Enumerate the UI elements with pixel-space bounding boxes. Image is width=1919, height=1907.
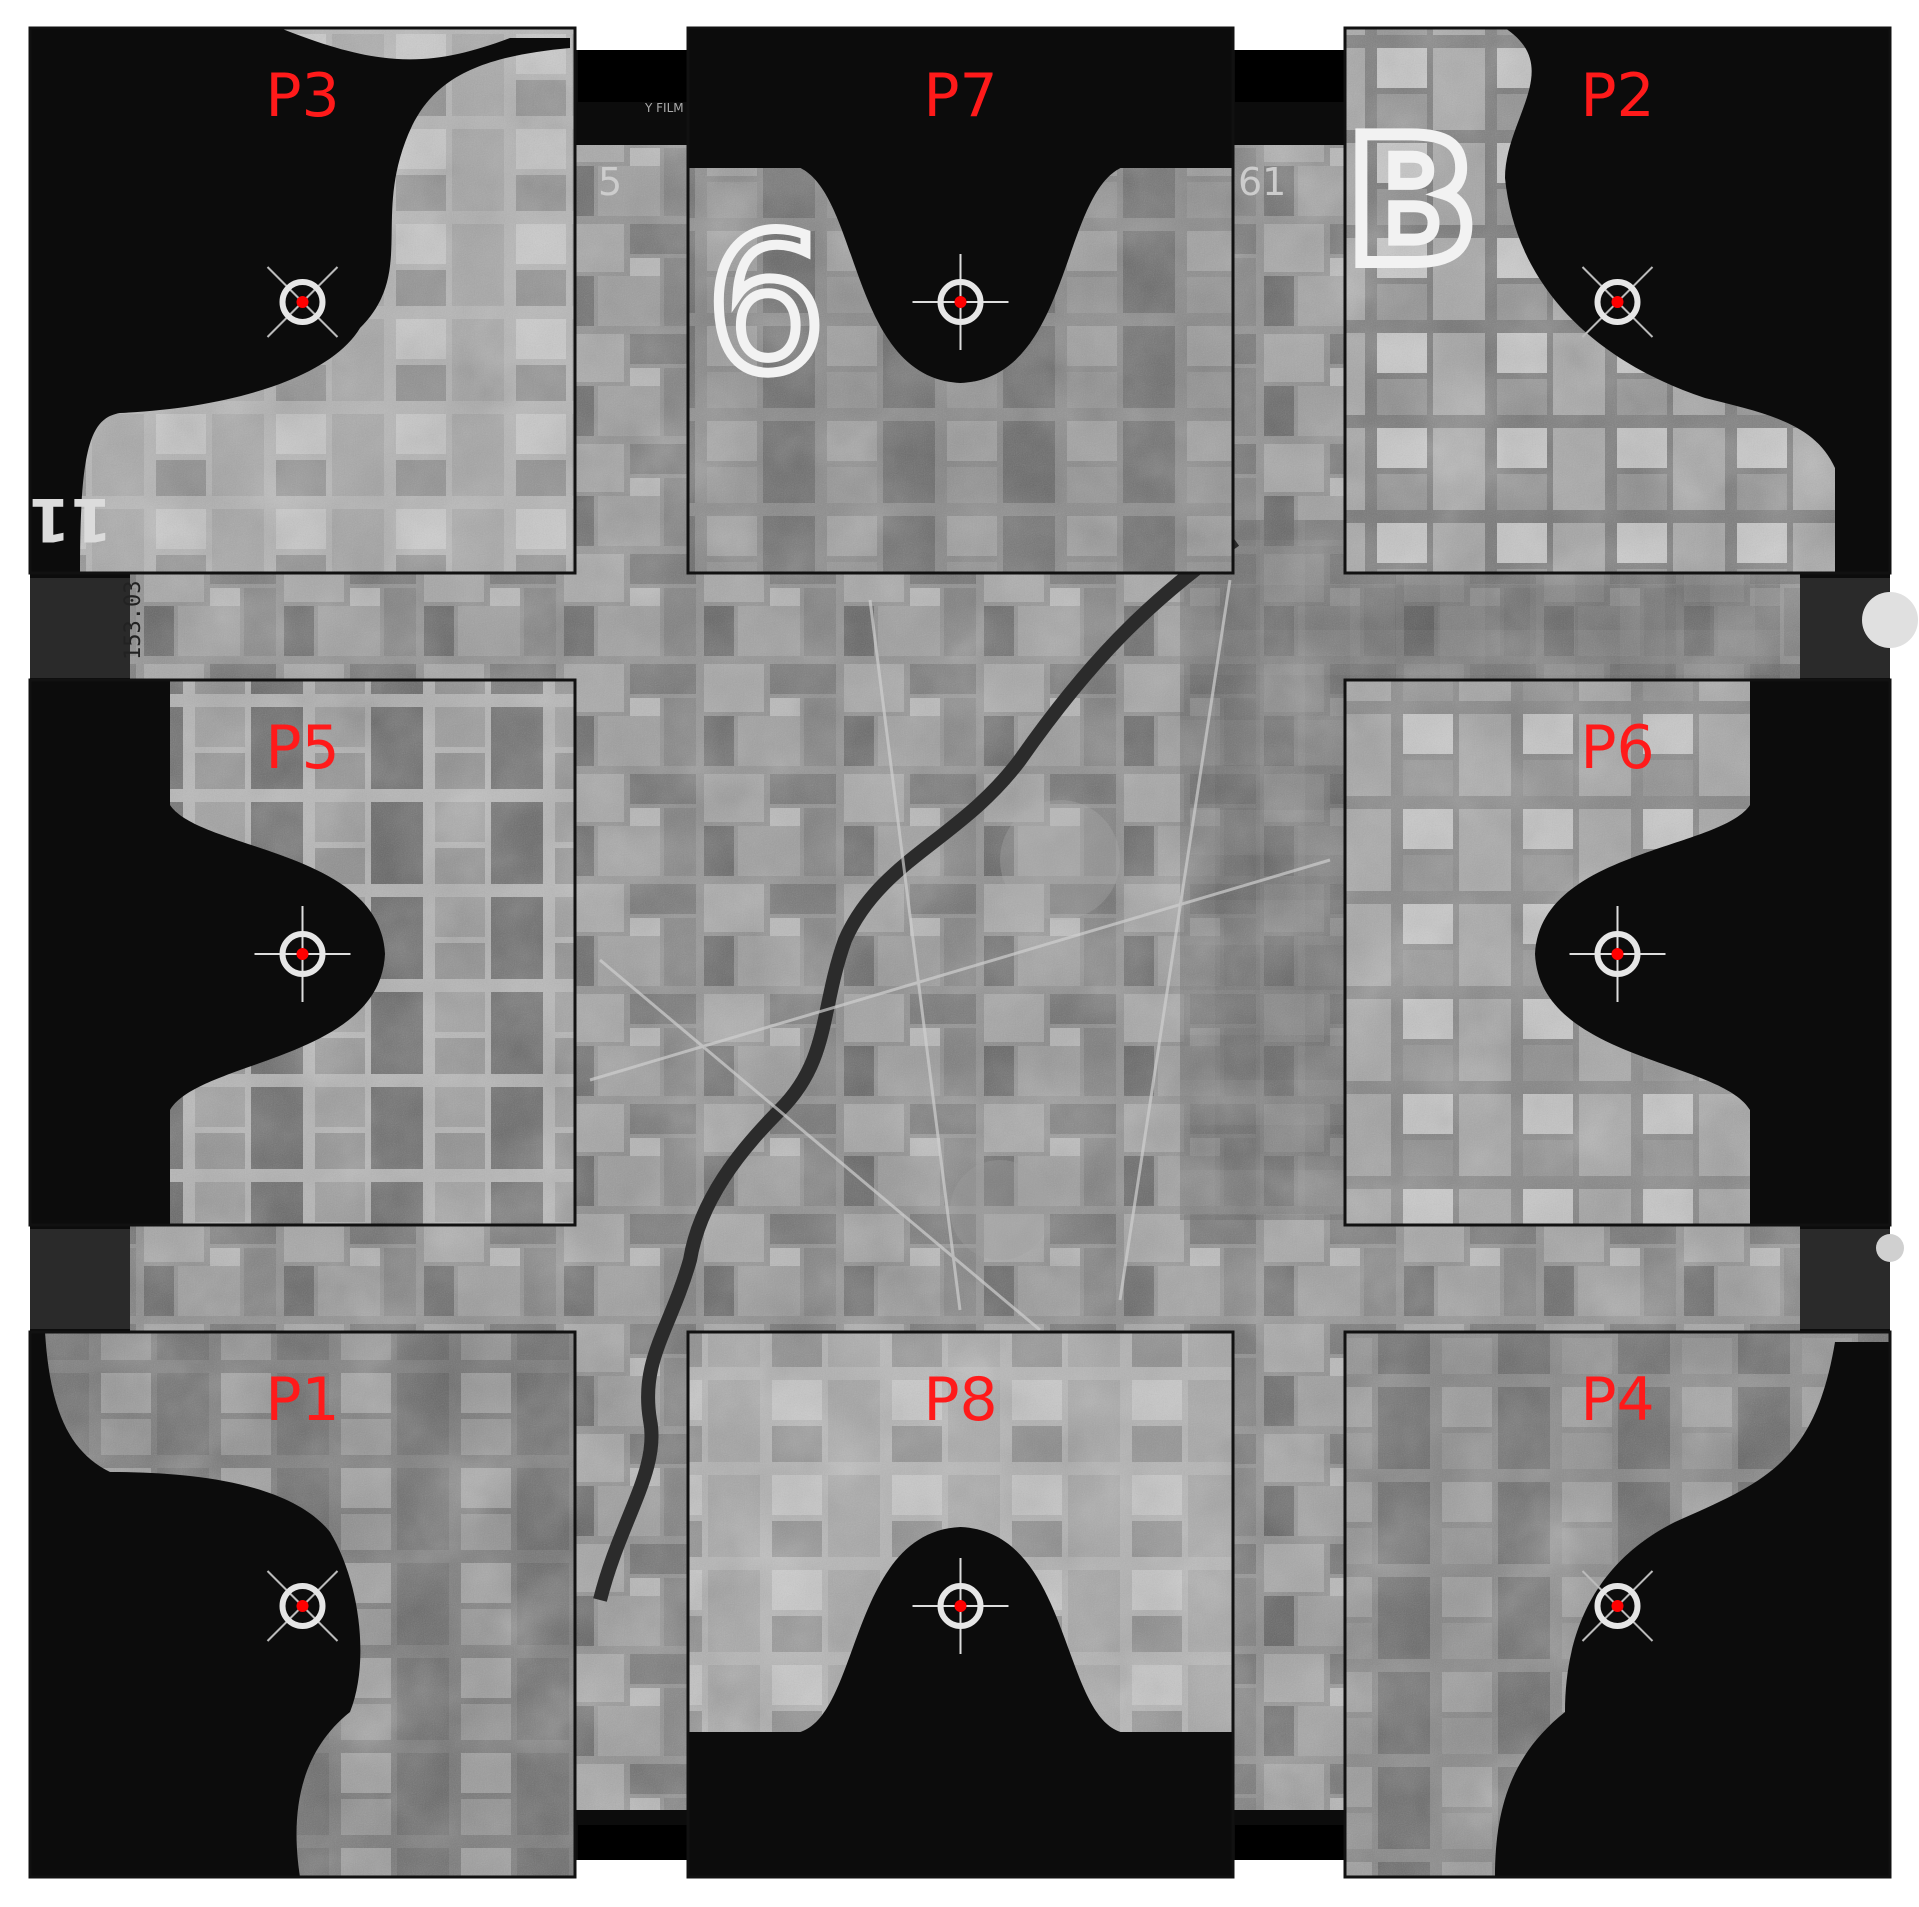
film-edge-text: Y FILM	[644, 101, 684, 115]
film-mask	[1505, 28, 1890, 573]
panel-p5: P5	[28, 678, 577, 1227]
film-mask	[688, 28, 1233, 383]
film-mask	[688, 1527, 1233, 1877]
panel-p8: P8	[686, 1330, 1235, 1879]
edge-mark-left: 5	[598, 160, 622, 204]
panel-p4: P4	[1343, 1330, 1892, 1879]
fiducial-mark-icon	[912, 254, 1009, 350]
panel-p2: P2	[1343, 26, 1892, 575]
panel-p1: P1	[28, 1330, 577, 1879]
panel-p7: P7	[686, 26, 1235, 575]
film-mask	[1535, 680, 1890, 1225]
film-mask	[30, 680, 385, 1225]
fiducial-mark-icon	[266, 1570, 339, 1642]
film-mask	[30, 1332, 361, 1877]
fiducial-mark-icon	[266, 266, 339, 338]
panel-label: P5	[265, 713, 339, 783]
panel-label: P4	[1580, 1365, 1654, 1435]
edge-mark-right: 61	[1238, 160, 1286, 204]
river	[593, 534, 1240, 1602]
panel-label: P1	[265, 1365, 339, 1435]
panel-label: P7	[923, 61, 997, 131]
panel-label: P2	[1580, 61, 1654, 131]
fiducial-mark-icon	[254, 906, 351, 1002]
fiducial-panels: P3 P7 P2 P5 P6 P1 P8 P4 6 B 11	[28, 26, 1892, 1879]
frame-number: 153.03	[121, 581, 146, 660]
edge-number: 11	[29, 484, 113, 554]
fiducial-mark-icon	[1581, 266, 1654, 338]
fiducial-mark-icon	[1581, 1570, 1654, 1642]
panel-label: P8	[923, 1365, 997, 1435]
panel-p3: P3	[28, 26, 577, 575]
fiducial-mark-icon	[912, 1558, 1009, 1654]
panel-label: P6	[1580, 713, 1654, 783]
fiducial-number-6: 6	[706, 194, 827, 415]
film-mask	[1495, 1342, 1890, 1877]
fiducial-letter-b: B	[1345, 101, 1478, 304]
panel-p6: P6	[1343, 678, 1892, 1227]
fiducial-mark-icon	[1569, 906, 1666, 1002]
panel-label: P3	[265, 61, 339, 131]
